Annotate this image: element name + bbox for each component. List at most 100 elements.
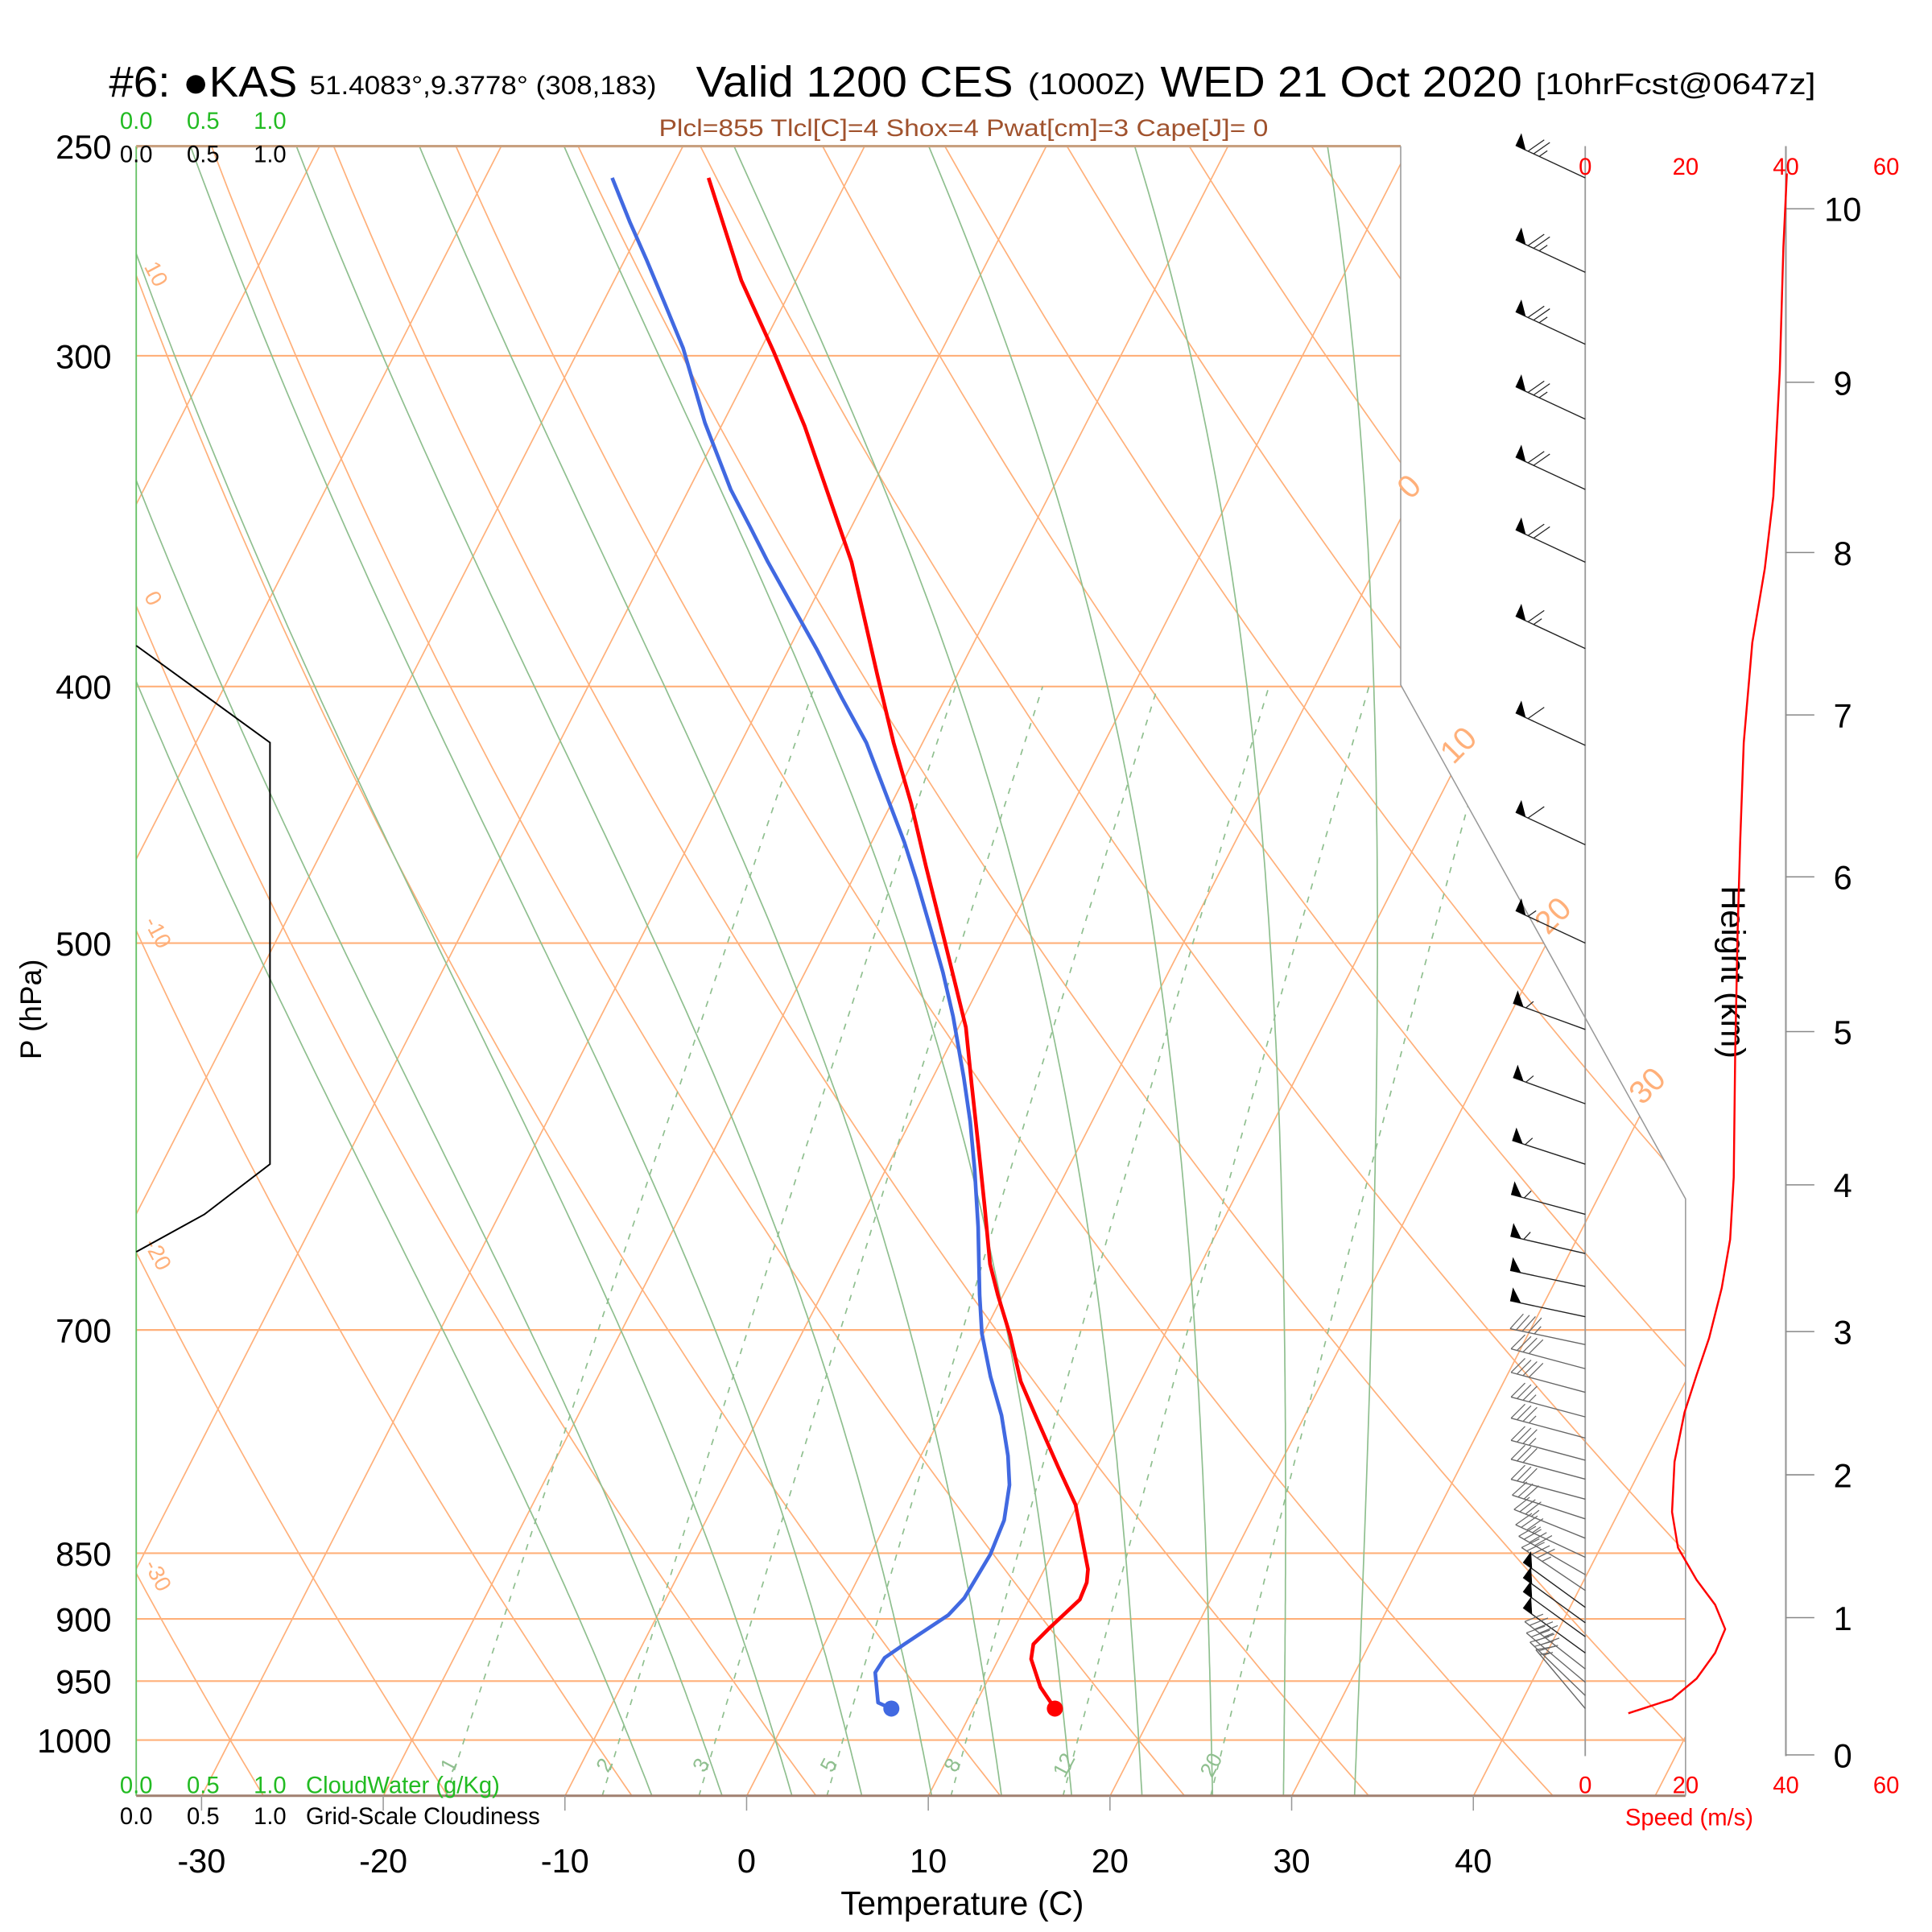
barb-half-feather [1538, 316, 1548, 324]
isobars [136, 146, 1686, 1741]
barb-half-feather [1539, 1652, 1550, 1655]
cloudiness-label: Grid-Scale Cloudiness [306, 1804, 540, 1830]
barb-feather [1527, 609, 1545, 622]
barb-pennant [1512, 1127, 1523, 1144]
zulu-time: (1000Z) [1028, 68, 1146, 101]
barb-half-feather [1533, 618, 1542, 625]
moist-adiabat-line [733, 146, 1143, 1796]
barb-feather [1522, 1468, 1538, 1484]
dry-adiabat-label: 10 [139, 257, 173, 291]
barb-feather [1510, 1382, 1525, 1397]
moist-adiabat-line [927, 146, 1214, 1796]
barb-feather [1521, 1316, 1536, 1332]
valid-date: WED 21 Oct 2020 [1161, 58, 1522, 106]
barb-staff [1515, 615, 1586, 650]
cloud-tick-label: 0.0 [120, 1804, 153, 1830]
barb-feather [1510, 1403, 1525, 1419]
barb-pennant [1511, 1181, 1522, 1198]
wind-barb [1515, 700, 1586, 746]
barb-feather [1513, 1496, 1530, 1510]
barb-feather [1533, 236, 1550, 249]
wind-barb [1535, 1645, 1586, 1709]
isotherm-label: 10 [1434, 720, 1484, 771]
barb-staff [1522, 1562, 1586, 1608]
barb-pennant [1515, 517, 1526, 535]
speed-tick-label: 20 [1673, 155, 1699, 180]
isotherm-line [1109, 146, 1686, 1796]
barb-staff [1515, 311, 1586, 345]
barb-feather [1524, 1613, 1544, 1623]
barb-pennant [1515, 700, 1526, 718]
barb-feather [1522, 1337, 1538, 1352]
header: #6: ●KAS 51.4083°,9.3778° (308,183) Vali… [109, 58, 1815, 142]
x-tick-label: 40 [1455, 1842, 1492, 1880]
wind-barb [1515, 603, 1586, 650]
barb-feather [1527, 451, 1545, 464]
barb-feather [1526, 1542, 1545, 1552]
barb-feather [1517, 1384, 1532, 1399]
sounding-profiles [610, 177, 1090, 1717]
barb-staff [1510, 1236, 1586, 1254]
mixing-ratio-line [826, 686, 1158, 1796]
barb-pennant [1515, 299, 1526, 317]
speed-tick-label: 0 [1579, 155, 1591, 180]
barb-staff [1522, 1607, 1586, 1653]
dewpoint-line [610, 177, 1012, 1711]
cloud-tick-label: 0.0 [120, 142, 153, 168]
wind-barb [1510, 1444, 1586, 1480]
wind-barb [1509, 1257, 1586, 1287]
barb-staff [1522, 1577, 1586, 1624]
barb-pennant [1515, 898, 1526, 916]
barb-pennant [1515, 444, 1526, 462]
dry-adiabat-label: -10 [139, 912, 176, 952]
pressure-tick-label: 850 [56, 1535, 111, 1573]
barb-half-feather [1544, 1633, 1554, 1637]
barb-pennant [1515, 227, 1526, 245]
barb-feather [1535, 1645, 1556, 1650]
barb-feather [1523, 1529, 1542, 1540]
barb-half-feather [1524, 1190, 1532, 1199]
mixing-ratio-line [950, 686, 1270, 1796]
barb-pennant [1523, 1550, 1533, 1569]
barb-pennant [1515, 133, 1526, 151]
cloud-tick-label: 0.5 [187, 109, 220, 134]
wind-barb [1513, 1064, 1586, 1104]
barb-feather [1515, 1513, 1533, 1525]
barb-feather [1534, 1640, 1554, 1647]
barb-pennant [1509, 1257, 1521, 1274]
dry-adiabat-line [455, 146, 1554, 1796]
wind-barb [1512, 1481, 1586, 1520]
barb-pennant [1523, 1580, 1533, 1599]
barb-feather [1519, 1499, 1536, 1513]
barb-pennant [1509, 1287, 1521, 1303]
wind-barb [1510, 1403, 1586, 1439]
isotherm-line [136, 146, 865, 1796]
barb-feather [1527, 707, 1545, 720]
barb-feather [1527, 139, 1545, 152]
plot-right-boundary [1400, 146, 1686, 1796]
barb-staff [1509, 1269, 1586, 1287]
x-tick-label: -10 [541, 1842, 589, 1880]
barb-staff [1515, 529, 1586, 564]
barb-pennant [1515, 603, 1526, 621]
wind-barb [1522, 1550, 1586, 1608]
wind-barb [1515, 799, 1586, 845]
wind-barb [1515, 133, 1586, 179]
dry-adiabat-line [1066, 146, 1686, 1796]
dewpoint-surface-dot [883, 1700, 900, 1717]
barb-feather [1522, 1385, 1538, 1401]
barb-feather [1525, 1625, 1546, 1634]
x-tick-label: 30 [1273, 1842, 1310, 1880]
dry-adiabat-label: 0 [139, 587, 167, 609]
barb-feather [1522, 1406, 1538, 1422]
height-tick-label: 8 [1834, 535, 1852, 572]
mixing-ratio-line [445, 686, 815, 1796]
barb-pennant [1513, 1064, 1524, 1082]
barb-feather [1527, 233, 1545, 246]
barb-feather [1521, 1515, 1538, 1528]
barb-feather [1517, 1483, 1534, 1498]
x-tick-label: 20 [1092, 1842, 1129, 1880]
isotherm-label: 20 [1528, 890, 1579, 941]
barb-feather [1539, 1624, 1558, 1634]
wind-barb [1522, 1580, 1586, 1637]
